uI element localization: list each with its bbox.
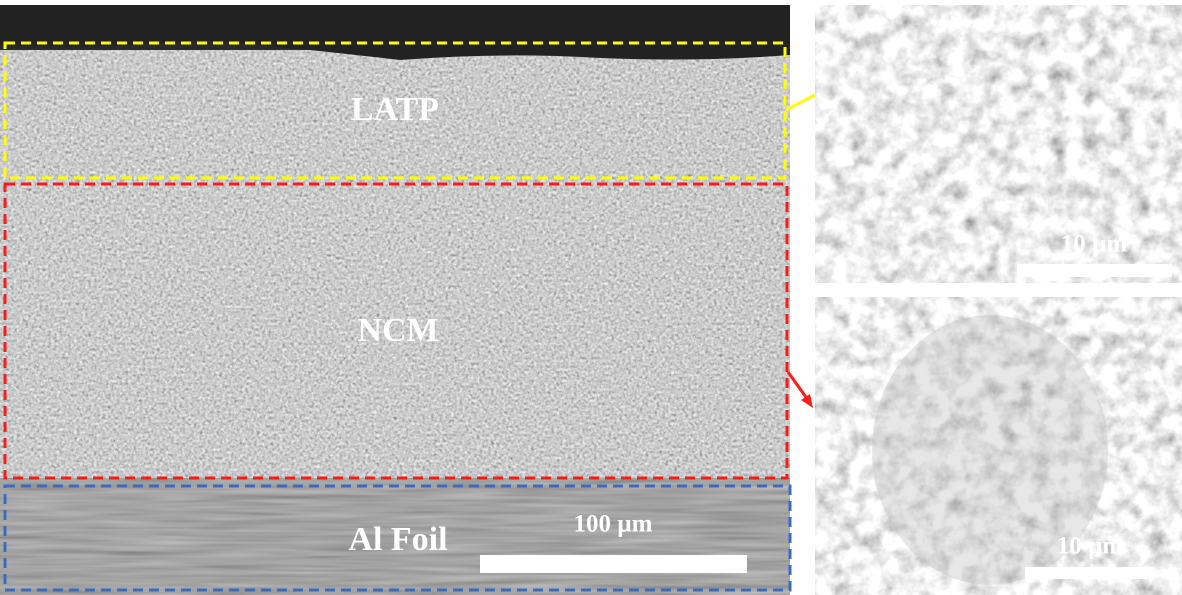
scale-bar	[480, 555, 747, 573]
inset-image: 10 µm	[815, 5, 1182, 283]
scale-bar	[1017, 264, 1172, 277]
inset-image: 10 µm	[815, 297, 1182, 595]
connector	[788, 372, 808, 400]
scale-bar-label: 100 µm	[574, 511, 653, 538]
scale-bar	[1025, 567, 1155, 579]
arrowhead	[801, 394, 813, 408]
scale-bar-label: 10 µm	[1057, 533, 1124, 560]
al-foil-label: Al Foil	[348, 521, 447, 558]
connector	[786, 95, 815, 110]
main-image: LATP NCM Al Foil 100 µm	[0, 5, 790, 595]
scale-bar-label: 10 µm	[1061, 231, 1128, 258]
ncm-label: NCM	[357, 312, 438, 349]
figure: LATP NCM Al Foil 100 µm 10 µm 10 µm	[0, 0, 1182, 595]
latp-label: LATP	[351, 91, 439, 128]
